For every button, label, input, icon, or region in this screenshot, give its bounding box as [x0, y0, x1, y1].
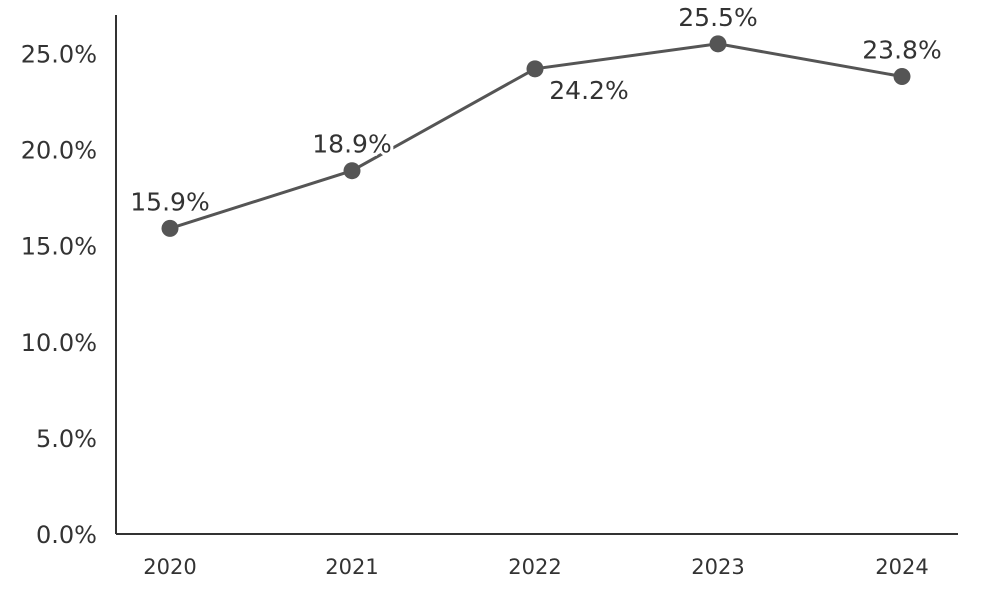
x-tick-label: 2021: [325, 555, 378, 579]
data-label: 23.8%: [862, 36, 941, 65]
y-tick-label: 20.0%: [21, 137, 97, 165]
data-label: 24.2%: [549, 76, 628, 105]
y-tick-label: 5.0%: [36, 425, 97, 453]
y-tick-label: 25.0%: [21, 40, 97, 68]
data-points: [161, 35, 911, 237]
y-tick-labels: 0.0% 5.0% 10.0% 15.0% 20.0% 25.0%: [21, 40, 97, 549]
y-tick-label: 15.0%: [21, 233, 97, 261]
data-point: [526, 60, 544, 78]
data-label: 25.5%: [678, 3, 757, 32]
y-tick-label: 0.0%: [36, 521, 97, 549]
data-label: 15.9%: [130, 187, 209, 216]
x-tick-label: 2024: [875, 555, 928, 579]
data-point: [893, 68, 911, 86]
x-tick-label: 2020: [143, 555, 196, 579]
data-point: [343, 162, 361, 180]
data-point: [161, 219, 179, 237]
y-tick-label: 10.0%: [21, 329, 97, 357]
x-tick-label: 2023: [691, 555, 744, 579]
data-labels: 15.9% 18.9% 24.2% 25.5% 23.8%: [130, 3, 941, 217]
x-tick-label: 2022: [508, 555, 561, 579]
data-label: 18.9%: [312, 130, 391, 159]
x-tick-labels: 2020 2021 2022 2023 2024: [143, 555, 928, 579]
data-point: [709, 35, 727, 53]
